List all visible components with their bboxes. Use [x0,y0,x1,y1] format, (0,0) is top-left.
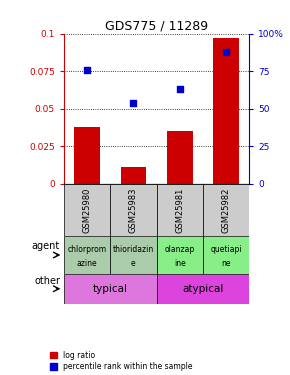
Bar [157,184,203,236]
Text: e: e [131,259,136,268]
Bar [167,131,193,184]
Point [177,86,182,92]
Bar [213,38,239,184]
Text: atypical: atypical [182,284,224,294]
Text: GSM25981: GSM25981 [175,188,184,232]
Text: ine: ine [174,259,186,268]
Text: GSM25980: GSM25980 [82,188,92,232]
Bar [64,184,110,236]
Text: ne: ne [222,259,231,268]
Bar [203,236,249,274]
Text: thioridazin: thioridazin [113,245,154,254]
Bar [157,236,203,274]
Text: agent: agent [32,241,60,250]
Point [131,100,136,106]
Text: other: other [34,276,60,286]
Point [85,67,89,73]
Bar [121,167,146,184]
Legend: log ratio, percentile rank within the sample: log ratio, percentile rank within the sa… [50,351,193,371]
Bar [74,127,100,184]
Text: GSM25983: GSM25983 [129,187,138,233]
Text: quetiapi: quetiapi [210,245,242,254]
Bar [157,274,249,304]
Point [224,49,229,55]
Text: olanzap: olanzap [165,245,195,254]
Bar [110,236,157,274]
Text: GSM25982: GSM25982 [222,188,231,232]
Text: chlorprom: chlorprom [68,245,106,254]
Bar [203,184,249,236]
Bar [64,274,157,304]
Bar [110,184,157,236]
Title: GDS775 / 11289: GDS775 / 11289 [105,20,208,33]
Bar [64,236,110,274]
Text: typical: typical [93,284,128,294]
Text: azine: azine [77,259,97,268]
